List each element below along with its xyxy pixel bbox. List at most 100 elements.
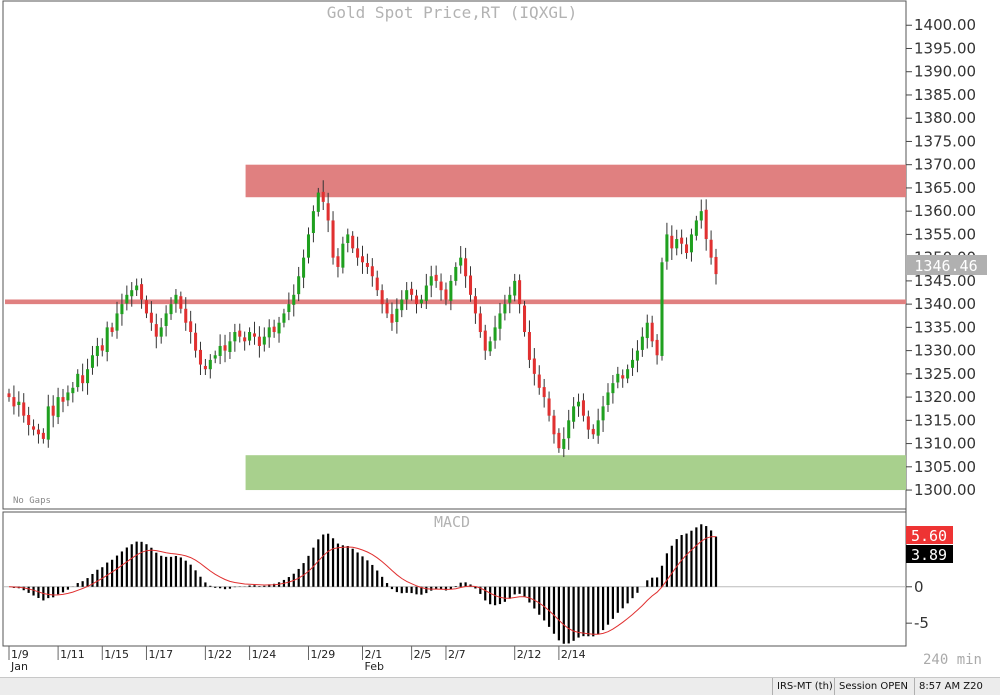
candle-body — [680, 237, 684, 244]
candle-body — [115, 313, 119, 331]
candle-body — [444, 289, 448, 300]
macd-tick-label: 0 — [914, 578, 924, 596]
candle-body — [277, 322, 281, 334]
candle-body — [591, 428, 595, 435]
support-zone — [245, 455, 906, 491]
candle-body — [218, 345, 222, 356]
macd-badge-signal — [906, 545, 953, 563]
date-tick-label: 1/15 — [104, 648, 129, 661]
candle-body — [140, 284, 144, 300]
candle-body — [527, 332, 531, 360]
candle-body — [46, 406, 50, 440]
candle-body — [159, 327, 163, 337]
candle-body — [95, 345, 99, 356]
candle-body — [287, 304, 291, 313]
candle-body — [660, 262, 664, 356]
date-tick-label: 1/9 — [11, 648, 29, 661]
candle-body — [306, 234, 311, 258]
chart-title: Gold Spot Price,RT (IQXGL) — [327, 3, 577, 22]
candle-body — [321, 191, 325, 202]
candle-body — [61, 397, 65, 402]
candle-body — [257, 336, 261, 346]
price-panel-frame — [2, 0, 907, 510]
candle-body — [356, 248, 360, 258]
candle-body — [125, 294, 129, 304]
price-tick-label: 1360.00 — [914, 202, 976, 220]
candle-body — [66, 392, 70, 401]
candle-body — [483, 330, 487, 351]
candle-body — [17, 401, 21, 405]
candle-body — [375, 277, 379, 291]
candle-body — [213, 355, 217, 359]
last-price-value: 1346.46 — [914, 257, 977, 275]
timeframe-label: 240 min — [923, 652, 982, 668]
candle-body — [336, 256, 340, 267]
macd-line-value: 5.60 — [911, 527, 947, 545]
candle-body — [626, 369, 630, 379]
candle-body — [532, 358, 536, 374]
candle-body — [473, 296, 477, 314]
candle-body — [635, 350, 639, 361]
macd-signal-value: 3.89 — [911, 546, 947, 564]
candle-body — [439, 281, 443, 291]
candle-body — [611, 383, 615, 394]
candle-body — [130, 290, 134, 297]
price-tick-label: 1335.00 — [914, 318, 976, 336]
candle-body — [665, 234, 669, 262]
price-tick-label: 1310.00 — [914, 435, 976, 453]
candle-body — [316, 192, 320, 212]
candle-body — [419, 299, 423, 304]
price-tick-label: 1330.00 — [914, 342, 976, 360]
candle-body — [179, 296, 183, 309]
candle-body — [81, 375, 85, 384]
candle-body — [194, 332, 198, 351]
candle-body — [493, 327, 497, 341]
candle-body — [252, 333, 257, 337]
candle-body — [513, 280, 517, 296]
candle-body — [704, 209, 708, 240]
price-tick-label: 1355.00 — [914, 225, 976, 243]
candle-body — [272, 326, 276, 333]
candle-body — [208, 359, 212, 370]
candle-body — [169, 304, 173, 315]
date-tick-label: 2/7 — [448, 648, 466, 661]
price-tick-label: 1340.00 — [914, 295, 976, 313]
price-tick-label: 1400.00 — [914, 16, 976, 34]
candle-body — [282, 313, 286, 323]
price-tick-label: 1315.00 — [914, 411, 976, 429]
candle-body — [51, 405, 55, 416]
candle-body — [203, 365, 207, 370]
candle-body — [41, 432, 45, 439]
candle-body — [243, 337, 247, 342]
candle-body — [385, 302, 389, 314]
candle-body — [228, 341, 232, 353]
candle-body — [562, 438, 566, 449]
candle-body — [464, 258, 468, 277]
candle-body — [149, 312, 153, 323]
candle-body — [223, 345, 227, 351]
candle-body — [714, 256, 718, 275]
resistance-zone — [245, 164, 906, 198]
candle-body — [424, 285, 428, 301]
candle-body — [164, 313, 168, 326]
candle-body — [380, 290, 384, 305]
status-time: 8:57 AM Z20 — [914, 678, 1000, 695]
candle-body — [86, 369, 90, 384]
macd-signal-line — [8, 536, 717, 635]
candle-body — [434, 274, 438, 281]
candle-body — [552, 415, 556, 435]
status-bar: IRS-MT (th) Session OPEN 8:57 AM Z20 — [0, 677, 1000, 695]
level-zone — [5, 299, 906, 305]
status-data-source[interactable]: IRS-MT (th) — [772, 678, 833, 695]
candle-body — [120, 304, 124, 315]
candle-body — [631, 359, 635, 368]
candle-body — [302, 257, 306, 278]
candle-body — [709, 239, 713, 258]
candle-body — [586, 416, 590, 430]
candle-body — [478, 313, 482, 333]
status-session[interactable]: Session OPEN — [834, 678, 913, 695]
price-tick-label: 1395.00 — [914, 39, 976, 57]
price-tick-label: 1390.00 — [914, 63, 976, 81]
price-tick-label: 1305.00 — [914, 458, 976, 476]
